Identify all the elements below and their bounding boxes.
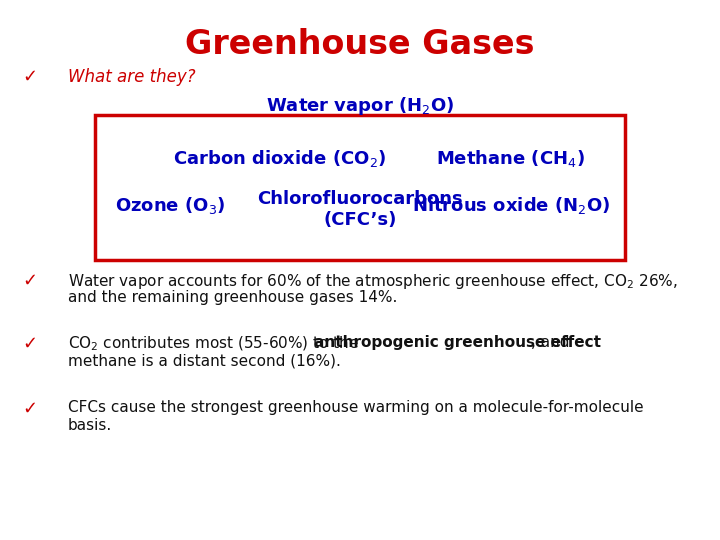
Text: methane is a distant second (16%).: methane is a distant second (16%). [68, 353, 341, 368]
Text: Chlorofluorocarbons
(CFC’s): Chlorofluorocarbons (CFC’s) [257, 190, 463, 229]
Text: Nitrous oxide (N$_2$O): Nitrous oxide (N$_2$O) [412, 195, 610, 216]
Text: Methane (CH$_4$): Methane (CH$_4$) [436, 148, 585, 169]
Text: ✓: ✓ [22, 400, 37, 418]
Text: Carbon dioxide (CO$_2$): Carbon dioxide (CO$_2$) [174, 148, 387, 169]
Text: ✓: ✓ [22, 68, 37, 86]
Text: and the remaining greenhouse gases 14%.: and the remaining greenhouse gases 14%. [68, 290, 397, 305]
Text: basis.: basis. [68, 418, 112, 433]
Text: ✓: ✓ [22, 335, 37, 353]
Text: Greenhouse Gases: Greenhouse Gases [185, 28, 535, 61]
Text: CO$_2$ contributes most (55-60%) to the: CO$_2$ contributes most (55-60%) to the [68, 335, 360, 353]
Text: ✓: ✓ [22, 272, 37, 290]
Text: CFCs cause the strongest greenhouse warming on a molecule-for-molecule: CFCs cause the strongest greenhouse warm… [68, 400, 644, 415]
Text: What are they?: What are they? [68, 68, 196, 86]
Text: Water vapor accounts for 60% of the atmospheric greenhouse effect, CO$_2$ 26%,: Water vapor accounts for 60% of the atmo… [68, 272, 678, 291]
Text: Ozone (O$_3$): Ozone (O$_3$) [115, 195, 225, 216]
Text: anthropogenic greenhouse effect: anthropogenic greenhouse effect [314, 335, 601, 350]
Text: , and: , and [531, 335, 570, 350]
Text: Water vapor (H$_2$O): Water vapor (H$_2$O) [266, 95, 454, 117]
